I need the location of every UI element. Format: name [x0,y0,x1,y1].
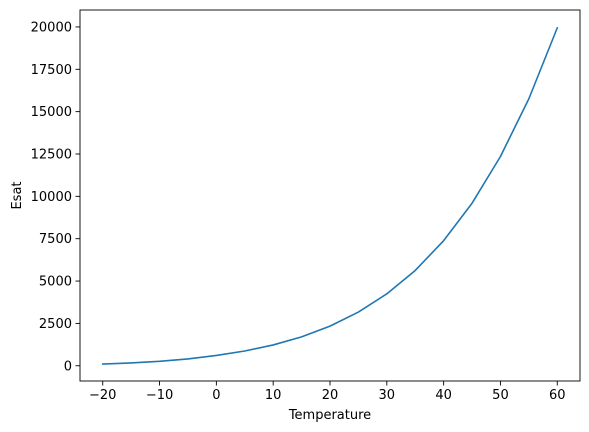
y-tick-label: 5000 [39,275,72,290]
x-tick-label: 50 [492,388,509,403]
series-line [101,26,559,365]
y-tick-label: 10000 [31,190,72,205]
y-tick-label: 15000 [31,105,72,120]
y-tick-label: 7500 [39,232,72,247]
y-tick-label: 20000 [31,20,72,35]
axes-frame [79,9,581,382]
x-tick-label: 40 [435,388,452,403]
y-tick-label: 17500 [31,63,72,78]
y-tick-label: 2500 [39,317,72,332]
x-axis: −20 −10 0 10 20 30 40 50 60 [89,381,566,403]
x-tick-label: 30 [379,388,396,403]
x-tick-label: −20 [89,388,116,403]
y-axis: 0 2500 5000 7500 10000 12500 15000 17500 20000 [31,20,80,374]
x-axis-label: Temperature [288,408,371,423]
x-tick-label: −10 [146,388,173,403]
x-tick-label: 20 [322,388,339,403]
x-tick-label: 60 [549,388,566,403]
plot-area [101,26,559,365]
x-tick-label: 10 [265,388,282,403]
y-tick-label: 0 [64,359,72,374]
y-axis-label: Esat [10,181,25,209]
x-tick-label: 0 [212,388,220,403]
y-tick-label: 12500 [31,147,72,162]
